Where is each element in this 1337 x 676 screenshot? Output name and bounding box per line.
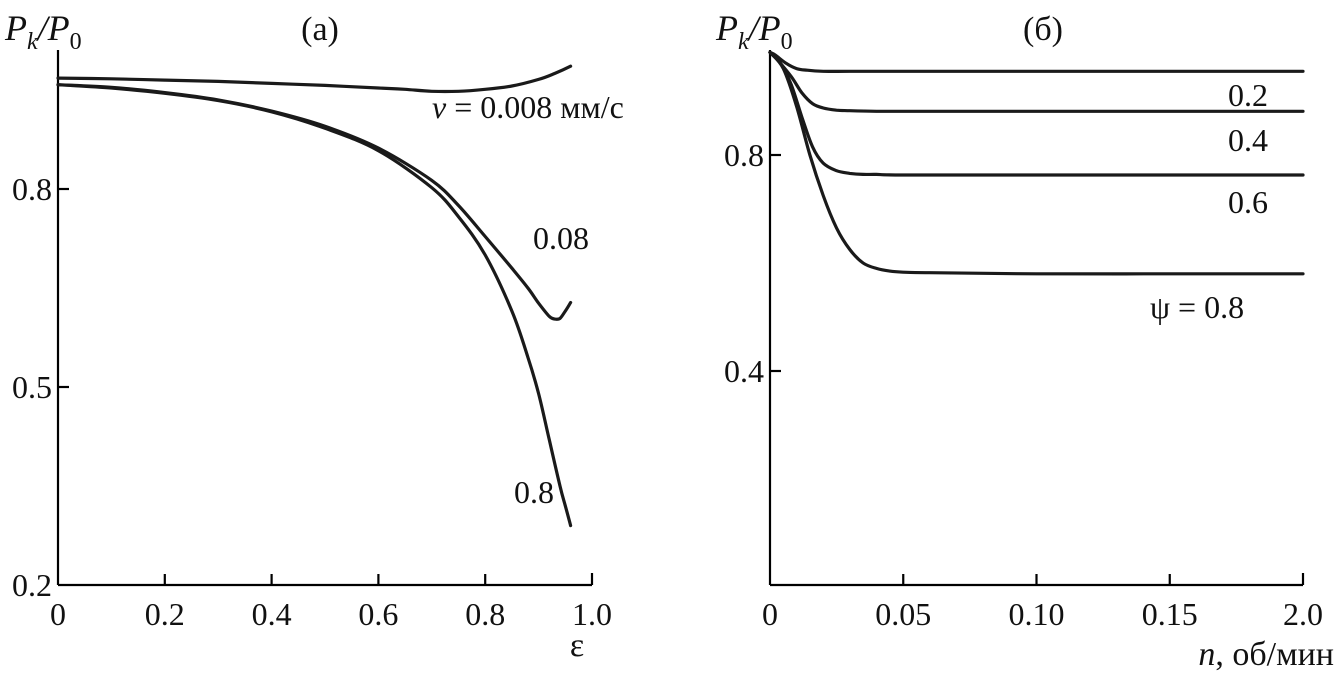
x-tick-label: 0.4 xyxy=(252,596,292,632)
panel-a-title: (a) xyxy=(301,11,339,48)
panel-a-y-ticks: 0.2 0.5 0.8 xyxy=(12,171,69,603)
panel-b-label-02: 0.2 xyxy=(1228,77,1268,113)
x-tick-label: 2.0 xyxy=(1283,596,1323,632)
series-line xyxy=(56,83,573,528)
panel-a-x-ticks: 0 0.2 0.4 0.6 0.8 1.0 xyxy=(50,574,612,632)
panel-a-label-008: 0.08 xyxy=(533,220,589,256)
x-tick-label: 0.15 xyxy=(1142,596,1198,632)
panel-a-label-v0008: v = 0.008 мм/с xyxy=(432,89,624,125)
panel-b-label-psi08: ψ = 0.8 xyxy=(1150,289,1244,325)
x-tick-label: 0.2 xyxy=(145,596,185,632)
x-tick-label: 0 xyxy=(762,596,778,632)
y-tick-label: 0.2 xyxy=(12,567,52,603)
series-line xyxy=(768,50,1305,73)
x-tick-label: 0.10 xyxy=(1009,596,1065,632)
panel-b-x-axis-label: n, об/мин xyxy=(1198,636,1334,673)
y-tick-label: 0.5 xyxy=(12,369,52,405)
x-tick-label: 0.6 xyxy=(358,596,398,632)
series-line xyxy=(768,50,1305,177)
panel-b-curves xyxy=(768,50,1305,276)
y-tick-label: 0.8 xyxy=(12,171,52,207)
panel-a-x-axis-label: ε xyxy=(570,627,584,664)
x-tick-label: 1.0 xyxy=(572,596,612,632)
x-tick-label: 0.05 xyxy=(875,596,931,632)
panel-b-label-04: 0.4 xyxy=(1228,122,1268,158)
series-line xyxy=(768,50,1305,113)
panel-a-curves xyxy=(56,64,573,528)
panel-b-title: (б) xyxy=(1023,11,1063,48)
y-tick-label: 0.4 xyxy=(724,353,764,389)
panel-b-y-axis-label: Pk/P0 xyxy=(715,8,793,55)
panel-b: Pk/P0 (б) 0 0.05 0.10 0.15 2.0 0.4 0.8 0.2 0.… xyxy=(715,8,1334,673)
panel-b-label-06: 0.6 xyxy=(1228,184,1268,220)
panel-a: Pk/P0 (a) 0 0.2 0.4 0.6 0.8 1.0 0.20.50.8 v =… xyxy=(4,8,624,664)
panel-b-y-ticks: 0.4 0.8 xyxy=(724,137,781,389)
panel-a-label-08: 0.8 xyxy=(514,474,554,510)
x-tick-label: 0.8 xyxy=(465,596,505,632)
panel-b-x-ticks: 0 0.05 0.10 0.15 2.0 xyxy=(762,574,1323,632)
y-tick-label: 0.8 xyxy=(724,137,764,173)
x-tick-label: 0 xyxy=(50,596,66,632)
panel-a-y-axis-label: Pk/P0 xyxy=(4,8,82,55)
series-line xyxy=(768,50,1305,276)
series-line xyxy=(56,64,573,94)
